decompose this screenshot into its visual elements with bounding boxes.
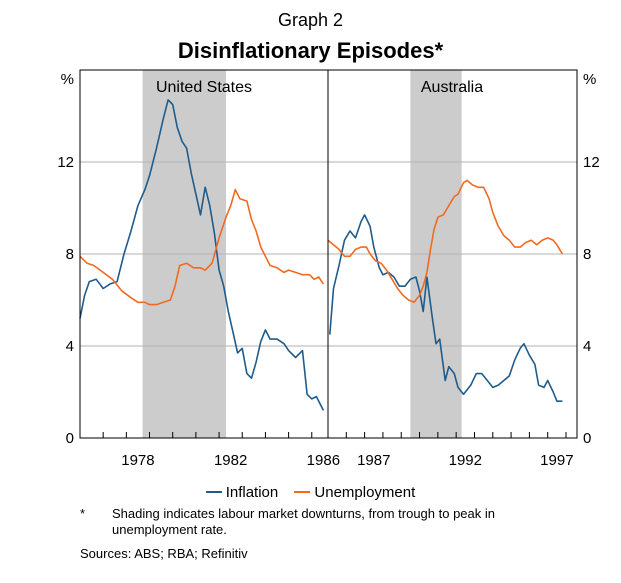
y-tick-label-left: 4 [66, 338, 74, 355]
x-tick-label: 1997 [540, 452, 573, 469]
unemployment-swatch [294, 491, 311, 493]
legend-item-unemployment: Unemployment [294, 484, 415, 501]
y-tick-label-left: 12 [57, 154, 74, 171]
panel-title-australia: Australia [421, 79, 483, 96]
y-unit-left: % [61, 71, 74, 88]
series-line-unemployment-united-states [79, 188, 325, 306]
y-tick-label-right: 0 [583, 430, 591, 447]
footnote-marker: * [80, 506, 86, 521]
series-line-unemployment-australia [327, 179, 564, 304]
series-line-inflation-united-states [79, 99, 325, 411]
x-tick-label: 1986 [307, 452, 340, 469]
panel-title-united-states: United States [156, 79, 252, 96]
footnote-text: Shading indicates labour market downturn… [112, 506, 495, 537]
chart-title: Disinflationary Episodes* [177, 38, 444, 63]
x-tick-label: 1982 [214, 452, 247, 469]
graph-label: Graph 2 [277, 10, 344, 30]
legend-label-unemployment: Unemployment [314, 483, 416, 501]
y-tick-label-left: 0 [66, 430, 74, 447]
y-tick-label-right: 4 [583, 338, 591, 355]
y-unit-right: % [583, 71, 596, 88]
sources: Sources: ABS; RBA; Refinitiv [80, 546, 248, 561]
y-tick-label-right: 8 [583, 246, 591, 263]
x-tick-label: 1987 [357, 452, 390, 469]
x-tick-label: 1992 [449, 452, 482, 469]
y-tick-label-left: 8 [66, 246, 74, 263]
y-tick-label-right: 12 [583, 154, 600, 171]
legend: Inflation Unemployment [0, 480, 621, 501]
legend-label-inflation: Inflation [225, 483, 279, 501]
legend-item-inflation: Inflation [205, 483, 279, 501]
inflation-swatch [205, 491, 222, 493]
series-line-inflation-australia [329, 214, 563, 402]
x-tick-label: 1978 [121, 452, 154, 469]
